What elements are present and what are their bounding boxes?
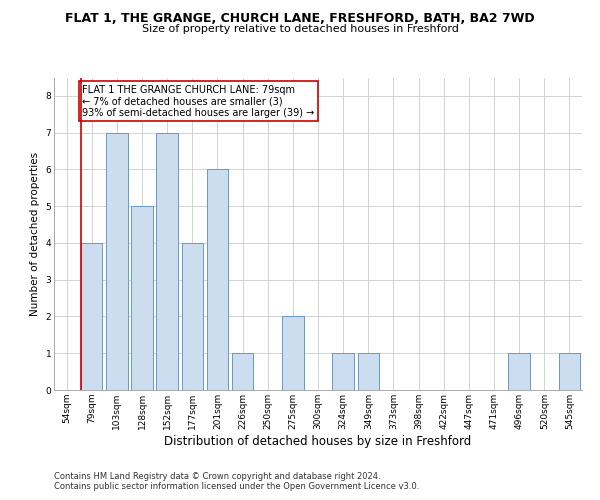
- Y-axis label: Number of detached properties: Number of detached properties: [30, 152, 40, 316]
- Bar: [508, 353, 530, 390]
- Bar: [332, 353, 354, 390]
- Text: Contains public sector information licensed under the Open Government Licence v3: Contains public sector information licen…: [54, 482, 419, 491]
- Bar: [131, 206, 152, 390]
- Bar: [207, 170, 228, 390]
- X-axis label: Distribution of detached houses by size in Freshford: Distribution of detached houses by size …: [164, 434, 472, 448]
- Text: Size of property relative to detached houses in Freshford: Size of property relative to detached ho…: [142, 24, 458, 34]
- Bar: [232, 353, 253, 390]
- Bar: [81, 243, 103, 390]
- Bar: [182, 243, 203, 390]
- Bar: [106, 132, 128, 390]
- Text: Contains HM Land Registry data © Crown copyright and database right 2024.: Contains HM Land Registry data © Crown c…: [54, 472, 380, 481]
- Bar: [282, 316, 304, 390]
- Bar: [157, 132, 178, 390]
- Bar: [358, 353, 379, 390]
- Text: FLAT 1, THE GRANGE, CHURCH LANE, FRESHFORD, BATH, BA2 7WD: FLAT 1, THE GRANGE, CHURCH LANE, FRESHFO…: [65, 12, 535, 26]
- Bar: [559, 353, 580, 390]
- Text: FLAT 1 THE GRANGE CHURCH LANE: 79sqm
← 7% of detached houses are smaller (3)
93%: FLAT 1 THE GRANGE CHURCH LANE: 79sqm ← 7…: [82, 85, 314, 118]
